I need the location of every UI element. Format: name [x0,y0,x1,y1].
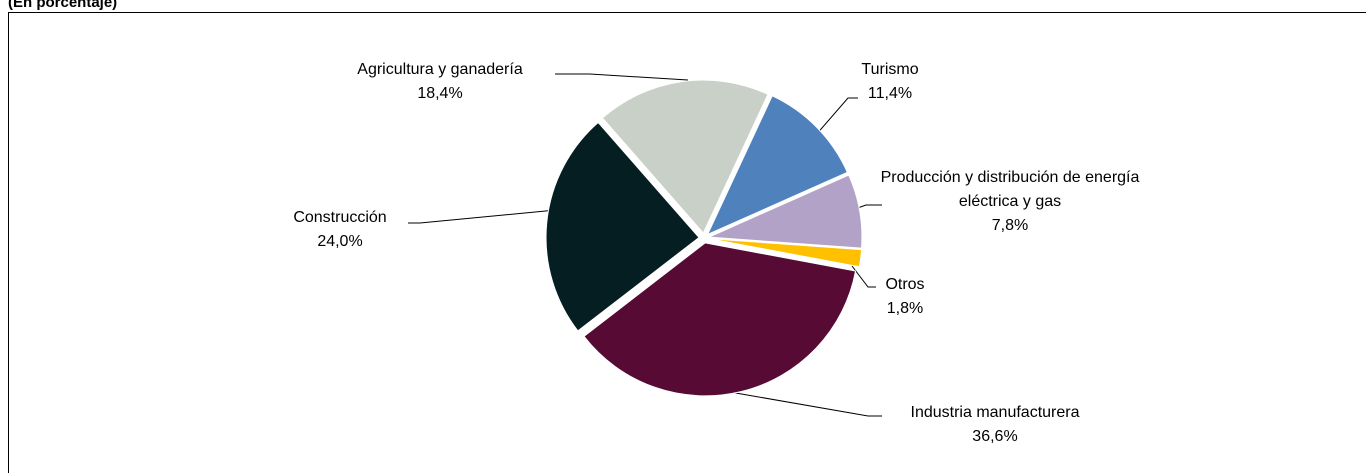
value-label: 1,8% [886,300,924,317]
pie-slice [706,95,849,236]
category-label: Otros [885,276,925,293]
chart-title: (En porcentaje) [8,0,118,11]
slice-label: Otros 1,8% [885,273,924,321]
leader-line [555,73,689,81]
category-label: Construcción [293,209,387,226]
pie-slice [601,79,769,234]
category-label: Industria manufacturera [910,404,1080,421]
slice-label: Producción y distribución de energía elé… [880,166,1140,238]
slice-label: Construcción 24,0% [293,206,386,254]
leader-line [408,209,557,224]
value-label: 36,6% [972,428,1018,445]
value-label: 7,8% [991,217,1029,234]
pie-slice [708,238,863,268]
category-label: Agricultura y ganadería [357,61,523,78]
leader-line [729,391,882,417]
leader-line [814,97,858,137]
category-label: Producción y distribución de energía elé… [880,169,1140,210]
slice-label: Industria manufacturera 36,6% [911,401,1080,449]
slice-label: Agricultura y ganadería 18,4% [357,58,522,106]
leader-line [851,265,876,288]
pie-slice [583,242,857,397]
frame [8,12,1366,473]
value-label: 18,4% [417,85,463,102]
value-label: 11,4% [867,85,913,102]
category-label: Turismo [861,61,919,78]
value-label: 24,0% [317,233,363,250]
pie-slice [708,174,863,249]
slice-label: Turismo 11,4% [861,58,918,106]
leader-lines [408,73,882,417]
pie-slice [545,121,700,332]
